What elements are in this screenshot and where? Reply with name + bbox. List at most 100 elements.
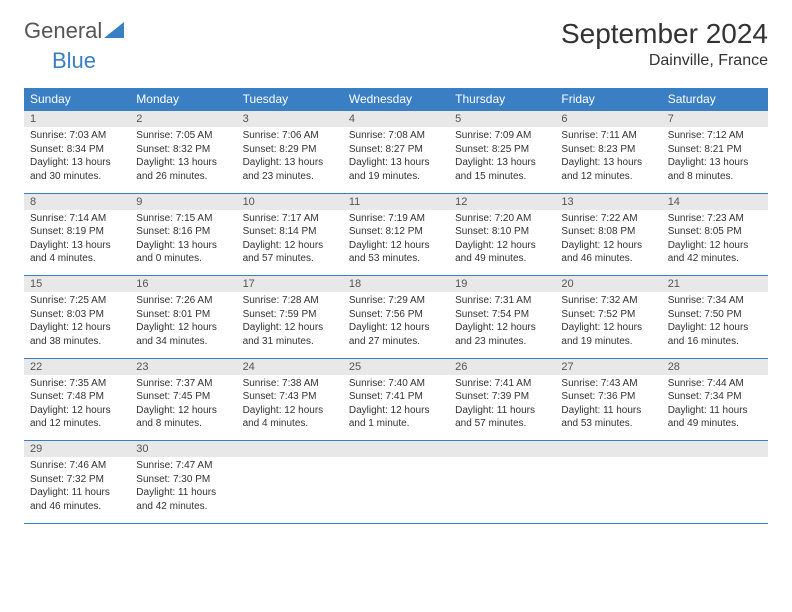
logo-triangle-icon xyxy=(104,18,124,44)
sunrise-text: Sunrise: 7:32 AM xyxy=(561,294,655,308)
calendar-body: 1234567Sunrise: 7:03 AMSunset: 8:34 PMDa… xyxy=(24,111,768,524)
content-row: Sunrise: 7:35 AMSunset: 7:48 PMDaylight:… xyxy=(24,375,768,441)
sunrise-text: Sunrise: 7:35 AM xyxy=(30,377,124,391)
day-content-cell: Sunrise: 7:40 AMSunset: 7:41 PMDaylight:… xyxy=(343,375,449,441)
day-content-cell: Sunrise: 7:26 AMSunset: 8:01 PMDaylight:… xyxy=(130,292,236,358)
sunset-text: Sunset: 7:30 PM xyxy=(136,473,230,487)
sunset-text: Sunset: 8:21 PM xyxy=(668,143,762,157)
sunset-text: Sunset: 7:45 PM xyxy=(136,390,230,404)
sunrise-text: Sunrise: 7:41 AM xyxy=(455,377,549,391)
daylight-text: Daylight: 12 hours and 27 minutes. xyxy=(349,321,443,348)
day-content-cell: Sunrise: 7:41 AMSunset: 7:39 PMDaylight:… xyxy=(449,375,555,441)
sunrise-text: Sunrise: 7:43 AM xyxy=(561,377,655,391)
sunset-text: Sunset: 7:39 PM xyxy=(455,390,549,404)
sunset-text: Sunset: 8:25 PM xyxy=(455,143,549,157)
daylight-text: Daylight: 13 hours and 23 minutes. xyxy=(243,156,337,183)
day-number-cell: 19 xyxy=(449,276,555,293)
daynum-row: 15161718192021 xyxy=(24,276,768,293)
sunrise-text: Sunrise: 7:22 AM xyxy=(561,212,655,226)
day-content-cell xyxy=(555,457,661,523)
sunset-text: Sunset: 7:52 PM xyxy=(561,308,655,322)
day-content-cell xyxy=(343,457,449,523)
day-number-cell: 27 xyxy=(555,358,661,375)
content-row: Sunrise: 7:14 AMSunset: 8:19 PMDaylight:… xyxy=(24,210,768,276)
sunset-text: Sunset: 8:12 PM xyxy=(349,225,443,239)
daylight-text: Daylight: 11 hours and 46 minutes. xyxy=(30,486,124,513)
day-number-cell: 30 xyxy=(130,441,236,458)
logo-text-1: General xyxy=(24,18,102,44)
sunset-text: Sunset: 8:16 PM xyxy=(136,225,230,239)
weekday-header: Saturday xyxy=(662,88,768,111)
day-number-cell: 14 xyxy=(662,193,768,210)
day-number-cell: 13 xyxy=(555,193,661,210)
daylight-text: Daylight: 12 hours and 46 minutes. xyxy=(561,239,655,266)
sunset-text: Sunset: 8:05 PM xyxy=(668,225,762,239)
sunset-text: Sunset: 8:32 PM xyxy=(136,143,230,157)
daylight-text: Daylight: 12 hours and 34 minutes. xyxy=(136,321,230,348)
sunrise-text: Sunrise: 7:34 AM xyxy=(668,294,762,308)
sunset-text: Sunset: 7:32 PM xyxy=(30,473,124,487)
day-number-cell: 12 xyxy=(449,193,555,210)
day-number-cell: 6 xyxy=(555,111,661,128)
sunset-text: Sunset: 8:14 PM xyxy=(243,225,337,239)
day-number-cell: 16 xyxy=(130,276,236,293)
daylight-text: Daylight: 13 hours and 0 minutes. xyxy=(136,239,230,266)
sunset-text: Sunset: 7:43 PM xyxy=(243,390,337,404)
sunrise-text: Sunrise: 7:12 AM xyxy=(668,129,762,143)
daylight-text: Daylight: 13 hours and 4 minutes. xyxy=(30,239,124,266)
daylight-text: Daylight: 12 hours and 31 minutes. xyxy=(243,321,337,348)
sunset-text: Sunset: 8:23 PM xyxy=(561,143,655,157)
daylight-text: Daylight: 12 hours and 19 minutes. xyxy=(561,321,655,348)
day-content-cell: Sunrise: 7:43 AMSunset: 7:36 PMDaylight:… xyxy=(555,375,661,441)
day-number-cell: 11 xyxy=(343,193,449,210)
sunrise-text: Sunrise: 7:11 AM xyxy=(561,129,655,143)
location: Dainville, France xyxy=(561,52,768,70)
day-number-cell: 21 xyxy=(662,276,768,293)
sunrise-text: Sunrise: 7:26 AM xyxy=(136,294,230,308)
content-row: Sunrise: 7:03 AMSunset: 8:34 PMDaylight:… xyxy=(24,127,768,193)
logo: General xyxy=(24,18,124,44)
sunrise-text: Sunrise: 7:44 AM xyxy=(668,377,762,391)
day-number-cell: 5 xyxy=(449,111,555,128)
day-number-cell: 10 xyxy=(237,193,343,210)
day-content-cell: Sunrise: 7:25 AMSunset: 8:03 PMDaylight:… xyxy=(24,292,130,358)
daynum-row: 2930 xyxy=(24,441,768,458)
day-number-cell: 20 xyxy=(555,276,661,293)
day-content-cell: Sunrise: 7:03 AMSunset: 8:34 PMDaylight:… xyxy=(24,127,130,193)
day-content-cell: Sunrise: 7:35 AMSunset: 7:48 PMDaylight:… xyxy=(24,375,130,441)
daylight-text: Daylight: 12 hours and 23 minutes. xyxy=(455,321,549,348)
day-content-cell: Sunrise: 7:09 AMSunset: 8:25 PMDaylight:… xyxy=(449,127,555,193)
day-content-cell: Sunrise: 7:46 AMSunset: 7:32 PMDaylight:… xyxy=(24,457,130,523)
day-content-cell: Sunrise: 7:32 AMSunset: 7:52 PMDaylight:… xyxy=(555,292,661,358)
day-number-cell: 18 xyxy=(343,276,449,293)
daylight-text: Daylight: 13 hours and 26 minutes. xyxy=(136,156,230,183)
day-content-cell: Sunrise: 7:20 AMSunset: 8:10 PMDaylight:… xyxy=(449,210,555,276)
sunrise-text: Sunrise: 7:47 AM xyxy=(136,459,230,473)
daylight-text: Daylight: 12 hours and 12 minutes. xyxy=(30,404,124,431)
sunset-text: Sunset: 7:41 PM xyxy=(349,390,443,404)
day-number-cell: 7 xyxy=(662,111,768,128)
day-content-cell: Sunrise: 7:38 AMSunset: 7:43 PMDaylight:… xyxy=(237,375,343,441)
sunrise-text: Sunrise: 7:31 AM xyxy=(455,294,549,308)
day-content-cell: Sunrise: 7:47 AMSunset: 7:30 PMDaylight:… xyxy=(130,457,236,523)
daylight-text: Daylight: 11 hours and 53 minutes. xyxy=(561,404,655,431)
day-number-cell: 28 xyxy=(662,358,768,375)
daylight-text: Daylight: 12 hours and 42 minutes. xyxy=(668,239,762,266)
sunset-text: Sunset: 7:59 PM xyxy=(243,308,337,322)
day-number-cell xyxy=(449,441,555,458)
sunrise-text: Sunrise: 7:08 AM xyxy=(349,129,443,143)
daylight-text: Daylight: 12 hours and 1 minute. xyxy=(349,404,443,431)
day-number-cell: 25 xyxy=(343,358,449,375)
sunset-text: Sunset: 8:29 PM xyxy=(243,143,337,157)
daylight-text: Daylight: 11 hours and 42 minutes. xyxy=(136,486,230,513)
sunset-text: Sunset: 8:27 PM xyxy=(349,143,443,157)
day-number-cell xyxy=(237,441,343,458)
title-block: September 2024 Dainville, France xyxy=(561,18,768,70)
sunset-text: Sunset: 8:08 PM xyxy=(561,225,655,239)
sunrise-text: Sunrise: 7:09 AM xyxy=(455,129,549,143)
sunrise-text: Sunrise: 7:15 AM xyxy=(136,212,230,226)
content-row: Sunrise: 7:25 AMSunset: 8:03 PMDaylight:… xyxy=(24,292,768,358)
day-number-cell xyxy=(662,441,768,458)
sunrise-text: Sunrise: 7:37 AM xyxy=(136,377,230,391)
sunrise-text: Sunrise: 7:19 AM xyxy=(349,212,443,226)
